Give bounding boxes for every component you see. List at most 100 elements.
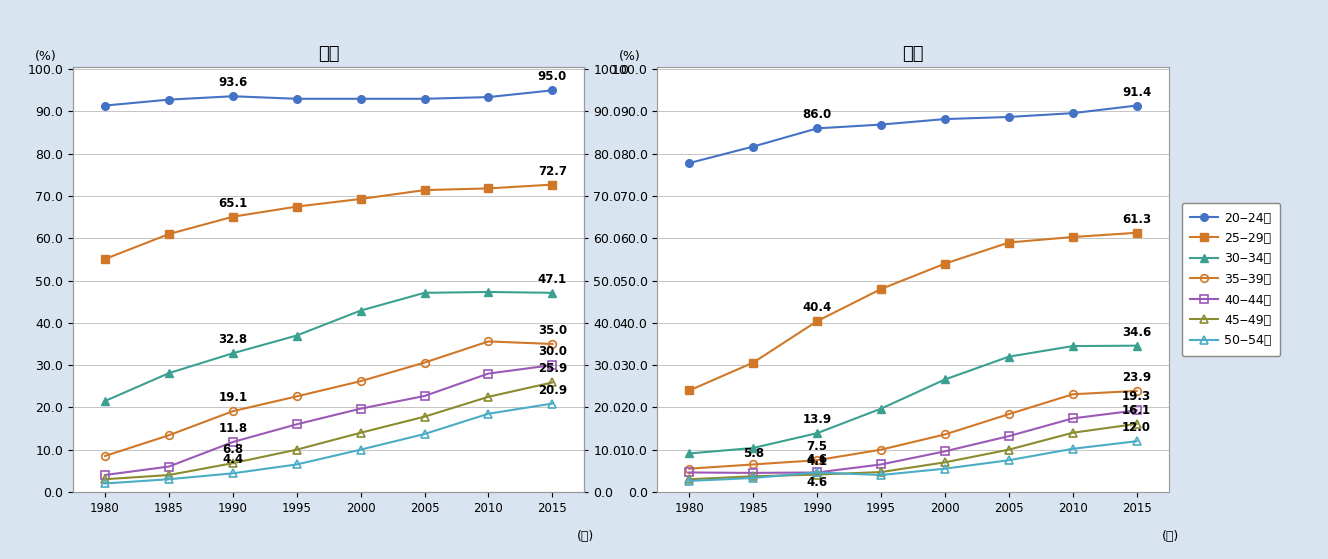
- 50‒54歳: [353, 446, 369, 453]
- Text: 12.0: 12.0: [1122, 421, 1151, 434]
- 45‒49歳: [872, 468, 888, 475]
- Text: 19.3: 19.3: [1122, 390, 1151, 404]
- Line: 45‒49歳: 45‒49歳: [101, 378, 556, 483]
- 20‒24歳: [1065, 110, 1081, 116]
- 40‒44歳: [288, 421, 304, 428]
- 35‒39歳: [745, 461, 761, 468]
- 25‒29歳: [809, 318, 825, 324]
- 20‒24歳: [353, 96, 369, 102]
- 35‒39歳: [481, 338, 497, 345]
- Text: 4.6: 4.6: [806, 476, 827, 489]
- 30‒34歳: [938, 376, 954, 383]
- 30‒34歳: [1129, 342, 1145, 349]
- 35‒39歳: [681, 465, 697, 472]
- Text: 11.8: 11.8: [218, 422, 247, 435]
- 45‒49歳: [681, 476, 697, 482]
- Text: 20.9: 20.9: [538, 383, 567, 397]
- 40‒44歳: [417, 392, 433, 399]
- 40‒44歳: [872, 461, 888, 468]
- 50‒54歳: [97, 480, 113, 487]
- 45‒49歳: [481, 394, 497, 400]
- 50‒54歳: [872, 472, 888, 479]
- Text: 93.6: 93.6: [218, 77, 247, 89]
- 45‒49歳: [417, 413, 433, 420]
- 25‒29歳: [1001, 239, 1017, 246]
- 40‒44歳: [1065, 415, 1081, 421]
- 45‒49歳: [938, 459, 954, 466]
- 45‒49歳: [809, 471, 825, 478]
- 30‒34歳: [161, 370, 177, 377]
- 25‒29歳: [872, 286, 888, 292]
- 50‒54歳: [1065, 446, 1081, 452]
- 25‒29歳: [161, 231, 177, 238]
- 50‒54歳: [1001, 457, 1017, 463]
- Text: 25.9: 25.9: [538, 362, 567, 376]
- 50‒54歳: [544, 400, 560, 407]
- 30‒34歳: [417, 290, 433, 296]
- 35‒39歳: [1065, 391, 1081, 397]
- 50‒54歳: [809, 469, 825, 476]
- 30‒34歳: [544, 290, 560, 296]
- 25‒29歳: [681, 387, 697, 394]
- 45‒49歳: [1065, 429, 1081, 436]
- 40‒44歳: [1001, 433, 1017, 439]
- 30‒34歳: [481, 288, 497, 295]
- Text: 34.6: 34.6: [1122, 326, 1151, 339]
- Text: 4.4: 4.4: [222, 453, 243, 466]
- Text: 72.7: 72.7: [538, 165, 567, 178]
- Line: 20‒24歳: 20‒24歳: [685, 102, 1141, 167]
- 35‒39歳: [1129, 387, 1145, 394]
- 45‒49歳: [1129, 420, 1145, 427]
- 35‒39歳: [97, 453, 113, 459]
- 35‒39歳: [353, 378, 369, 385]
- 40‒44歳: [224, 439, 240, 446]
- 35‒39歳: [288, 393, 304, 400]
- 40‒44歳: [681, 469, 697, 476]
- 30‒34歳: [745, 444, 761, 451]
- 30‒34歳: [809, 430, 825, 437]
- 40‒44歳: [1129, 407, 1145, 414]
- 45‒49歳: [224, 460, 240, 467]
- Text: 35.0: 35.0: [538, 324, 567, 337]
- 20‒24歳: [1001, 113, 1017, 120]
- Line: 35‒39歳: 35‒39歳: [685, 387, 1141, 472]
- Text: 16.1: 16.1: [1122, 404, 1151, 417]
- Line: 25‒29歳: 25‒29歳: [101, 181, 556, 263]
- 35‒39歳: [809, 457, 825, 463]
- 45‒49歳: [745, 473, 761, 480]
- Text: (%): (%): [619, 50, 641, 63]
- 35‒39歳: [1001, 411, 1017, 418]
- Text: 40.4: 40.4: [802, 301, 831, 314]
- Text: (年): (年): [1162, 530, 1179, 543]
- 20‒24歳: [809, 125, 825, 132]
- 50‒54歳: [938, 465, 954, 472]
- 45‒49歳: [97, 476, 113, 482]
- Line: 45‒49歳: 45‒49歳: [685, 420, 1141, 483]
- 45‒49歳: [544, 379, 560, 386]
- 30‒34歳: [1065, 343, 1081, 349]
- 20‒24歳: [288, 96, 304, 102]
- 50‒54歳: [161, 476, 177, 482]
- Text: 86.0: 86.0: [802, 108, 831, 121]
- Title: 男性: 男性: [317, 45, 340, 63]
- Line: 35‒39歳: 35‒39歳: [101, 338, 556, 460]
- Line: 30‒34歳: 30‒34歳: [101, 288, 556, 405]
- Text: (年): (年): [578, 530, 595, 543]
- 20‒24歳: [745, 143, 761, 150]
- Text: 32.8: 32.8: [218, 333, 247, 347]
- Text: 65.1: 65.1: [218, 197, 247, 210]
- 30‒34歳: [872, 405, 888, 412]
- 30‒34歳: [681, 450, 697, 457]
- 35‒39歳: [161, 432, 177, 439]
- Text: 30.0: 30.0: [538, 345, 567, 358]
- 25‒29歳: [353, 196, 369, 202]
- 20‒24歳: [97, 102, 113, 109]
- 25‒29歳: [417, 187, 433, 193]
- 20‒24歳: [481, 94, 497, 101]
- Text: (%): (%): [35, 50, 57, 63]
- 45‒49歳: [161, 472, 177, 479]
- 40‒44歳: [161, 463, 177, 470]
- 20‒24歳: [1129, 102, 1145, 109]
- Text: 23.9: 23.9: [1122, 371, 1151, 384]
- 50‒54歳: [224, 470, 240, 477]
